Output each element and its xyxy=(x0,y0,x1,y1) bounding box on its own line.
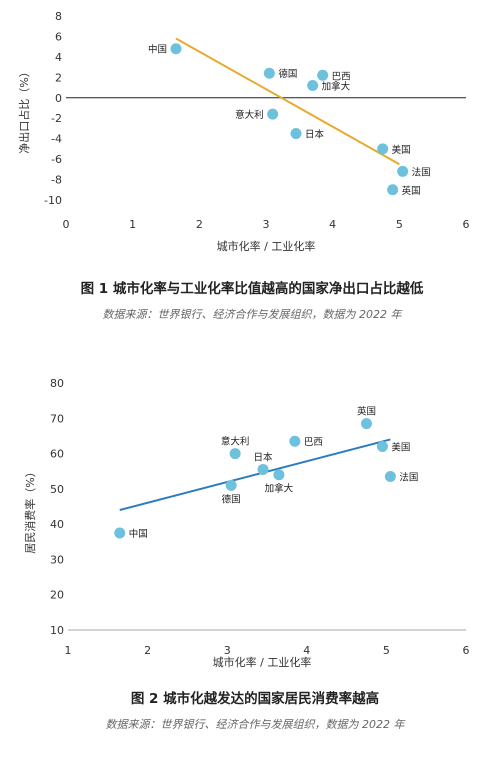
c1-y-tick-0: 8 xyxy=(55,10,62,23)
c1-point-label-4: 意大利 xyxy=(235,109,264,121)
c1-y-tick-9: -10 xyxy=(44,194,62,207)
c1-x-tick-6: 6 xyxy=(463,218,470,231)
c1-point-label-6: 美国 xyxy=(392,144,411,156)
c1-point-0 xyxy=(170,43,182,55)
c1-point-label-5: 日本 xyxy=(305,129,325,141)
chart2-trendline xyxy=(119,438,391,511)
c1-y-tick-2: 4 xyxy=(55,51,62,64)
c2-point-label-8: 法国 xyxy=(399,472,418,484)
c2-y-tick-5: 30 xyxy=(50,553,64,566)
chart2-source: 数据来源：世界银行、经济合作与发展组织，数据为 2022 年 xyxy=(106,718,406,731)
c1-point-1 xyxy=(263,67,275,79)
c1-point-7 xyxy=(397,165,409,177)
c1-point-label-2: 巴西 xyxy=(332,71,351,82)
c1-x-tick-0: 0 xyxy=(63,218,70,231)
c2-x-tick-3: 4 xyxy=(303,644,310,657)
c1-y-tick-7: -6 xyxy=(51,153,62,166)
chart2-caption: 图 2 城市化越发达的国家居民消费率越高 xyxy=(131,690,379,707)
c1-point-4 xyxy=(267,108,279,120)
c1-point-label-8: 英国 xyxy=(402,185,421,197)
chart1-x-axis-label: 城市化率 / 工业化率 xyxy=(217,239,316,253)
chart1-caption: 图 1 城市化率与工业化率比值越高的国家净出口占比越低 xyxy=(81,280,424,297)
c2-point-label-3: 日本 xyxy=(254,451,274,463)
c2-point-label-0: 中国 xyxy=(129,528,148,540)
c2-y-tick-2: 60 xyxy=(50,448,64,461)
c2-x-tick-2: 3 xyxy=(224,644,231,657)
c1-y-tick-4: 0 xyxy=(55,92,62,105)
c1-point-8 xyxy=(387,184,399,196)
c2-x-tick-1: 2 xyxy=(144,644,151,657)
c1-point-label-3: 加拿大 xyxy=(322,81,351,93)
c2-x-tick-5: 6 xyxy=(463,644,470,657)
c1-point-3 xyxy=(307,80,319,92)
c2-point-3 xyxy=(257,463,269,475)
c1-x-tick-2: 2 xyxy=(196,218,203,231)
c1-x-tick-3: 3 xyxy=(263,218,270,231)
c2-x-tick-0: 1 xyxy=(65,644,72,657)
chart1-trendline xyxy=(175,37,400,166)
c2-point-0 xyxy=(114,527,126,539)
c1-y-tick-8: -8 xyxy=(51,174,62,187)
c2-point-8 xyxy=(384,471,396,483)
c2-point-label-2: 意大利 xyxy=(221,436,250,448)
c2-point-1 xyxy=(225,479,237,491)
c1-point-6 xyxy=(377,143,389,155)
c2-point-label-4: 加拿大 xyxy=(265,483,294,495)
c1-point-label-0: 中国 xyxy=(148,44,167,56)
c1-y-tick-6: -4 xyxy=(51,133,62,146)
c2-point-label-6: 英国 xyxy=(357,406,376,418)
c1-point-label-7: 法国 xyxy=(412,166,431,178)
c2-y-tick-1: 70 xyxy=(50,412,64,425)
c2-x-tick-4: 5 xyxy=(383,644,390,657)
chart1-source: 数据来源：世界银行、经济合作与发展组织，数据为 2022 年 xyxy=(103,308,403,321)
c2-point-4 xyxy=(273,469,285,481)
c1-point-label-1: 德国 xyxy=(278,68,297,80)
c1-x-tick-5: 5 xyxy=(396,218,403,231)
c1-y-tick-3: 2 xyxy=(55,71,62,84)
c2-y-tick-0: 80 xyxy=(50,377,64,390)
c2-y-tick-3: 50 xyxy=(50,483,64,496)
c2-point-label-1: 德国 xyxy=(222,493,241,505)
c2-y-tick-6: 20 xyxy=(50,589,64,602)
c1-y-tick-1: 6 xyxy=(55,30,62,43)
c2-y-tick-7: 10 xyxy=(50,624,64,637)
c2-point-2 xyxy=(229,448,241,460)
c2-point-5 xyxy=(289,435,301,447)
c2-point-6 xyxy=(361,418,372,430)
c2-point-label-7: 美国 xyxy=(391,442,410,454)
chart2-x-axis-label: 城市化率 / 工业化率 xyxy=(213,655,312,669)
chart2-tick-labels: 80 70 60 50 40 30 20 101 2 3 4 5 6 xyxy=(50,377,470,657)
c2-point-label-5: 巴西 xyxy=(304,437,323,448)
c1-x-tick-4: 4 xyxy=(329,218,336,231)
chart2-y-axis-label: 居民消费率（%） xyxy=(23,466,37,553)
chart1-y-axis-label: 净出口占比（%） xyxy=(17,66,31,153)
c1-point-5 xyxy=(290,128,302,140)
c1-point-2 xyxy=(317,69,329,81)
c2-y-tick-4: 40 xyxy=(50,518,64,531)
c2-point-7 xyxy=(376,441,388,453)
c1-x-tick-1: 1 xyxy=(129,218,136,231)
c1-y-tick-5: -2 xyxy=(51,112,62,125)
